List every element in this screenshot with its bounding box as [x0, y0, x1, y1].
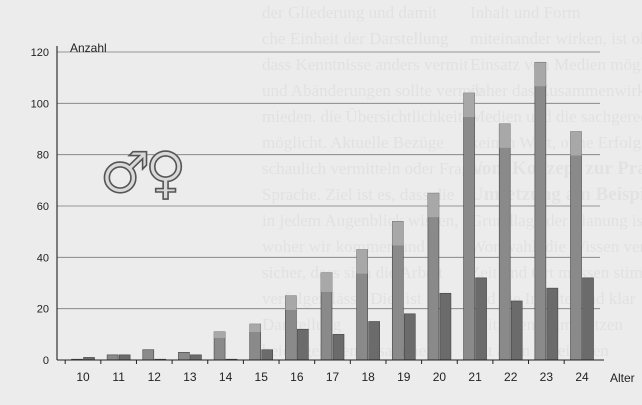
bar-highlight — [249, 324, 261, 332]
bar — [475, 277, 487, 361]
bar — [118, 354, 131, 361]
y-tick-label: 120 — [31, 47, 49, 59]
bar — [582, 277, 594, 361]
bar — [142, 349, 155, 361]
female-symbol-icon: ♀ — [145, 141, 186, 206]
y-tick-label: 80 — [37, 150, 49, 162]
x-tick-label: 19 — [397, 370, 411, 384]
bar — [534, 61, 547, 361]
y-tick-label: 100 — [31, 98, 49, 110]
bar — [190, 354, 202, 361]
bar — [546, 287, 559, 361]
y-tick-label: 0 — [43, 355, 49, 367]
x-tick-label: 21 — [468, 370, 482, 384]
x-tick-label: 24 — [575, 370, 589, 384]
bar — [510, 300, 523, 361]
bar — [570, 131, 582, 361]
bar — [106, 354, 119, 361]
bar — [178, 351, 190, 361]
axes: 0 20 40 60 80 100 120 10 11 12 13 14 15 16 17 18 19 20 21 2… — [31, 46, 604, 384]
bar-highlight — [499, 123, 511, 148]
bar — [427, 192, 440, 361]
bar-highlight — [534, 62, 546, 87]
bar — [463, 92, 475, 361]
x-tick-label: 18 — [361, 370, 375, 384]
y-tick-label: 60 — [37, 201, 49, 213]
bar-highlight — [285, 295, 297, 310]
x-tick-label: 22 — [504, 370, 518, 384]
bar-highlight — [392, 221, 404, 246]
bar — [261, 349, 274, 361]
bar — [297, 328, 309, 361]
y-tick-label: 20 — [37, 304, 49, 316]
y-tick-label: 40 — [37, 252, 49, 264]
x-axis-title: Alter — [610, 371, 635, 385]
x-tick-label: 10 — [76, 370, 90, 384]
x-tick-label: 23 — [540, 370, 554, 384]
bar — [368, 321, 380, 361]
x-tick-label: 16 — [290, 370, 304, 384]
bar-highlight — [356, 249, 368, 274]
bar-highlight — [427, 193, 439, 218]
bar — [332, 334, 345, 361]
bar — [439, 292, 452, 361]
male-symbol-icon: ♂ — [100, 141, 150, 206]
x-tick-label: 15 — [255, 370, 269, 384]
x-tick-label: 14 — [219, 370, 233, 384]
x-tick-label: 11 — [112, 370, 125, 384]
x-tick-label: 12 — [148, 370, 162, 384]
y-axis-title: Anzahl — [70, 41, 107, 55]
x-tick-label: 17 — [326, 370, 340, 384]
bar — [498, 123, 511, 361]
bar-highlight — [321, 272, 332, 292]
x-tick-label: 20 — [433, 370, 447, 384]
bars — [71, 61, 594, 361]
gender-symbols: ♂ ♀ — [99, 140, 187, 207]
bar-highlight — [214, 331, 226, 338]
bar-highlight — [570, 131, 582, 156]
x-tick-label: 13 — [183, 370, 197, 384]
bar-highlight — [463, 93, 475, 118]
bar — [403, 313, 416, 361]
